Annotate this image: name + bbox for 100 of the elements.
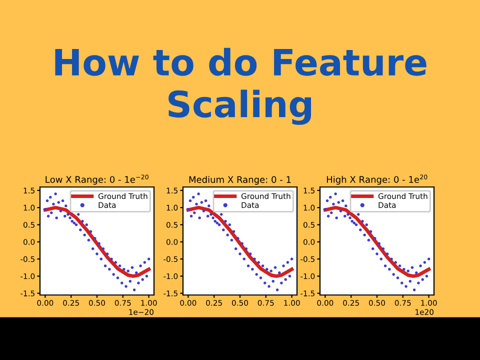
point: [55, 216, 58, 220]
point: [126, 270, 130, 272]
point: [380, 258, 383, 260]
point: [197, 192, 200, 196]
point: [337, 201, 340, 204]
point: [110, 258, 113, 260]
point: [192, 196, 195, 199]
point: [143, 261, 146, 264]
point: [412, 288, 416, 292]
point: [384, 264, 387, 268]
point: [328, 196, 332, 199]
point: [404, 285, 408, 288]
point: [270, 270, 272, 272]
point: [72, 222, 76, 224]
point: [206, 214, 210, 218]
point: [100, 258, 103, 260]
point: [335, 216, 338, 220]
point: [200, 201, 204, 204]
point: [257, 261, 260, 264]
point: [369, 230, 372, 233]
point: [410, 266, 414, 269]
point: [390, 258, 393, 260]
point: [414, 271, 418, 274]
point: [348, 216, 352, 220]
point: [253, 258, 256, 260]
point: [425, 274, 428, 278]
point: [290, 258, 294, 260]
point: [118, 264, 122, 268]
chart-title: Medium X Range: 0 - 1: [189, 176, 291, 185]
point: [132, 288, 136, 292]
point: [286, 261, 290, 264]
point: [280, 282, 283, 284]
point: [343, 214, 346, 218]
point: [139, 264, 142, 268]
point: [421, 278, 424, 281]
point: [246, 264, 250, 268]
point: [114, 261, 118, 264]
point: [392, 273, 395, 276]
point: [81, 220, 84, 223]
point: [87, 238, 90, 242]
point: [98, 242, 100, 245]
point: [326, 199, 329, 202]
point: [261, 264, 264, 268]
point: [266, 268, 268, 271]
point: [255, 273, 258, 276]
chart-title: Low X Range: 0 - 1e$^{−20}$: [46, 174, 148, 185]
point: [278, 271, 281, 274]
point: [214, 220, 217, 223]
point: [96, 252, 98, 256]
point: [54, 192, 57, 196]
point: [344, 204, 348, 208]
point: [89, 230, 92, 233]
point: [83, 234, 86, 236]
point: [74, 223, 78, 226]
point: [108, 268, 111, 271]
point: [240, 242, 244, 245]
point: [79, 228, 82, 232]
point: [234, 247, 238, 250]
point: [147, 258, 150, 260]
point: [120, 282, 124, 284]
point: [112, 273, 115, 276]
point: [61, 199, 64, 202]
point: [134, 271, 138, 274]
point: [52, 202, 55, 206]
point: [102, 247, 105, 250]
point: [400, 282, 404, 284]
point: [195, 202, 198, 206]
point: [59, 210, 62, 212]
point: [116, 276, 120, 280]
point: [282, 264, 285, 268]
point: [212, 216, 214, 220]
point: [248, 252, 252, 256]
point: [130, 266, 134, 269]
point: [417, 282, 420, 284]
point: [210, 213, 212, 216]
chart-title: High X Range: 0 - 1e$^{20}$: [326, 174, 428, 185]
point: [332, 202, 335, 206]
point: [263, 282, 266, 284]
point: [371, 247, 374, 250]
point: [232, 230, 236, 233]
point: [244, 247, 248, 250]
point: [330, 211, 333, 214]
point: [193, 211, 196, 214]
point: [48, 196, 52, 199]
point: [367, 238, 370, 242]
point: [236, 237, 240, 240]
point: [66, 213, 70, 216]
point: [137, 282, 140, 284]
point: [259, 276, 262, 280]
point: [402, 268, 406, 271]
point: [46, 199, 49, 202]
point: [363, 234, 366, 236]
point: [276, 288, 279, 292]
point: [218, 223, 221, 226]
point: [222, 228, 225, 232]
point: [378, 242, 380, 245]
point: [122, 268, 126, 271]
point: [408, 280, 412, 283]
point: [91, 247, 94, 250]
text: How to do Feature Scaling: [55, 48, 426, 125]
